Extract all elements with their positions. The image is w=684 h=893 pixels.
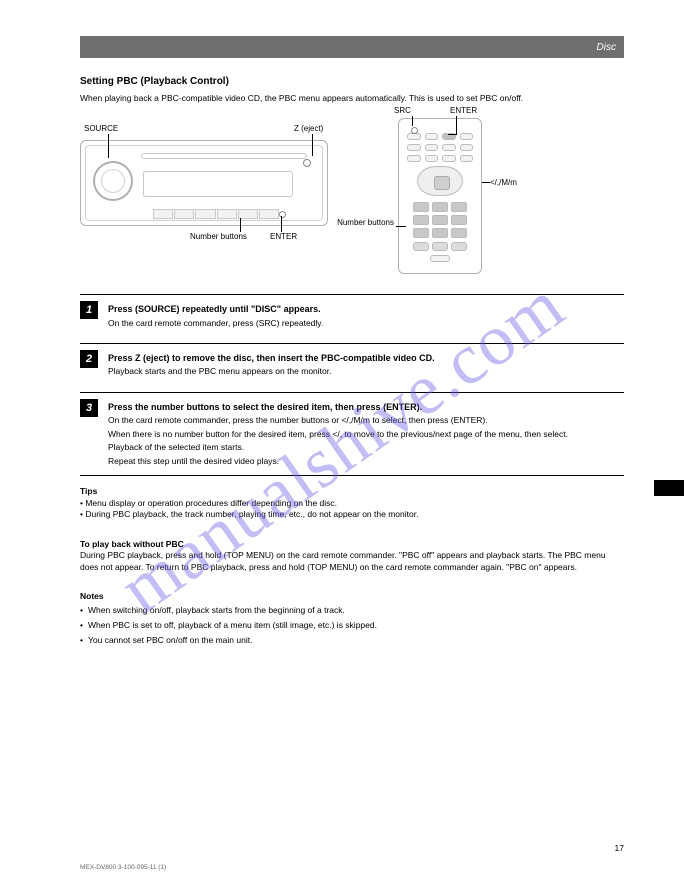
step-bold: Press (SOURCE) repeatedly until "DISC" a…: [108, 304, 321, 314]
stereo-diagram: SOURCE Z (eject) Number buttons ENTER: [80, 140, 328, 226]
step: 3 Press the number buttons to select the…: [80, 392, 624, 476]
notes-item: When PBC is set to off, playback of a me…: [80, 620, 624, 631]
remote-dpad-icon: [417, 166, 463, 196]
tips-heading: Tips: [80, 486, 624, 497]
label-eject: Z (eject): [294, 124, 323, 133]
label-numbers: Number buttons: [190, 232, 247, 241]
lead-line: [396, 226, 406, 227]
step-line: When there is no number button for the d…: [108, 429, 624, 440]
step-line: Repeat this step until the desired video…: [108, 456, 624, 467]
stereo-display: [143, 171, 293, 197]
steps-list: 1 Press (SOURCE) repeatedly until "DISC"…: [80, 294, 624, 476]
header-bar: Disc: [80, 36, 624, 58]
section-subtitle: Setting PBC (Playback Control): [80, 76, 624, 87]
remote-numpad: [413, 202, 467, 238]
without-pbc-heading: To play back without PBC: [80, 539, 624, 550]
step-bold: Press Z (eject) to remove the disc, then…: [108, 353, 435, 363]
stereo-eject-icon: [303, 159, 311, 167]
step-line: On the card remote commander, press the …: [108, 415, 624, 426]
page: Disc Setting PBC (Playback Control) When…: [0, 0, 684, 893]
section-intro: When playing back a PBC-compatible video…: [80, 93, 624, 104]
label-remote-enter: ENTER: [450, 106, 477, 115]
step-line: Playback of the selected item starts.: [108, 442, 624, 453]
remote-body: [398, 118, 482, 274]
step-line: Playback starts and the PBC menu appears…: [108, 366, 624, 377]
tips-line: • Menu display or operation procedures d…: [80, 498, 624, 509]
label-remote-numbers: Number buttons: [336, 218, 394, 227]
footer-imprint: MEX-DV800 3-100-095-11 (1): [80, 864, 166, 871]
remote-power-icon: [411, 127, 418, 134]
tips-line: • During PBC playback, the track number,…: [80, 509, 624, 520]
remote-diagram: SRC ENTER </,/M/m Number buttons: [398, 118, 482, 274]
step-number: 3: [80, 399, 98, 417]
lead-line: [240, 218, 241, 232]
lead-line: [281, 216, 282, 232]
step-bold: Press the number buttons to select the d…: [108, 402, 422, 412]
label-remote-src: SRC: [394, 106, 411, 115]
page-number: 17: [615, 843, 624, 853]
step-line: On the card remote commander, press (SRC…: [108, 318, 624, 329]
notes-heading: Notes: [80, 591, 624, 602]
header-title-suffix: Disc: [597, 42, 616, 53]
lead-line: [448, 134, 457, 135]
stereo-body: [80, 140, 328, 226]
lead-line: [312, 134, 313, 156]
without-pbc-block: To play back without PBC During PBC play…: [80, 539, 624, 573]
diagram-row: SOURCE Z (eject) Number buttons ENTER: [80, 118, 624, 274]
side-tab: [654, 480, 684, 496]
tips-block: Tips • Menu display or operation procedu…: [80, 486, 624, 520]
lead-line: [456, 116, 457, 134]
notes-item: You cannot set PBC on/off on the main un…: [80, 635, 624, 646]
without-pbc-body: During PBC playback, press and hold (TOP…: [80, 550, 624, 573]
lead-line: [108, 134, 109, 158]
step: 1 Press (SOURCE) repeatedly until "DISC"…: [80, 294, 624, 343]
stereo-button-row: [153, 209, 279, 219]
label-enter: ENTER: [270, 232, 297, 241]
notes-block: Notes When switching on/off, playback st…: [80, 591, 624, 647]
step-number: 1: [80, 301, 98, 319]
notes-item: When switching on/off, playback starts f…: [80, 605, 624, 616]
label-remote-cursor: </,/M/m: [490, 178, 517, 187]
label-source: SOURCE: [84, 124, 118, 133]
step: 2 Press Z (eject) to remove the disc, th…: [80, 343, 624, 392]
lead-line: [482, 182, 490, 183]
stereo-knob-icon: [93, 161, 133, 201]
stereo-disc-slot: [141, 153, 307, 159]
lead-line: [412, 116, 413, 126]
step-number: 2: [80, 350, 98, 368]
